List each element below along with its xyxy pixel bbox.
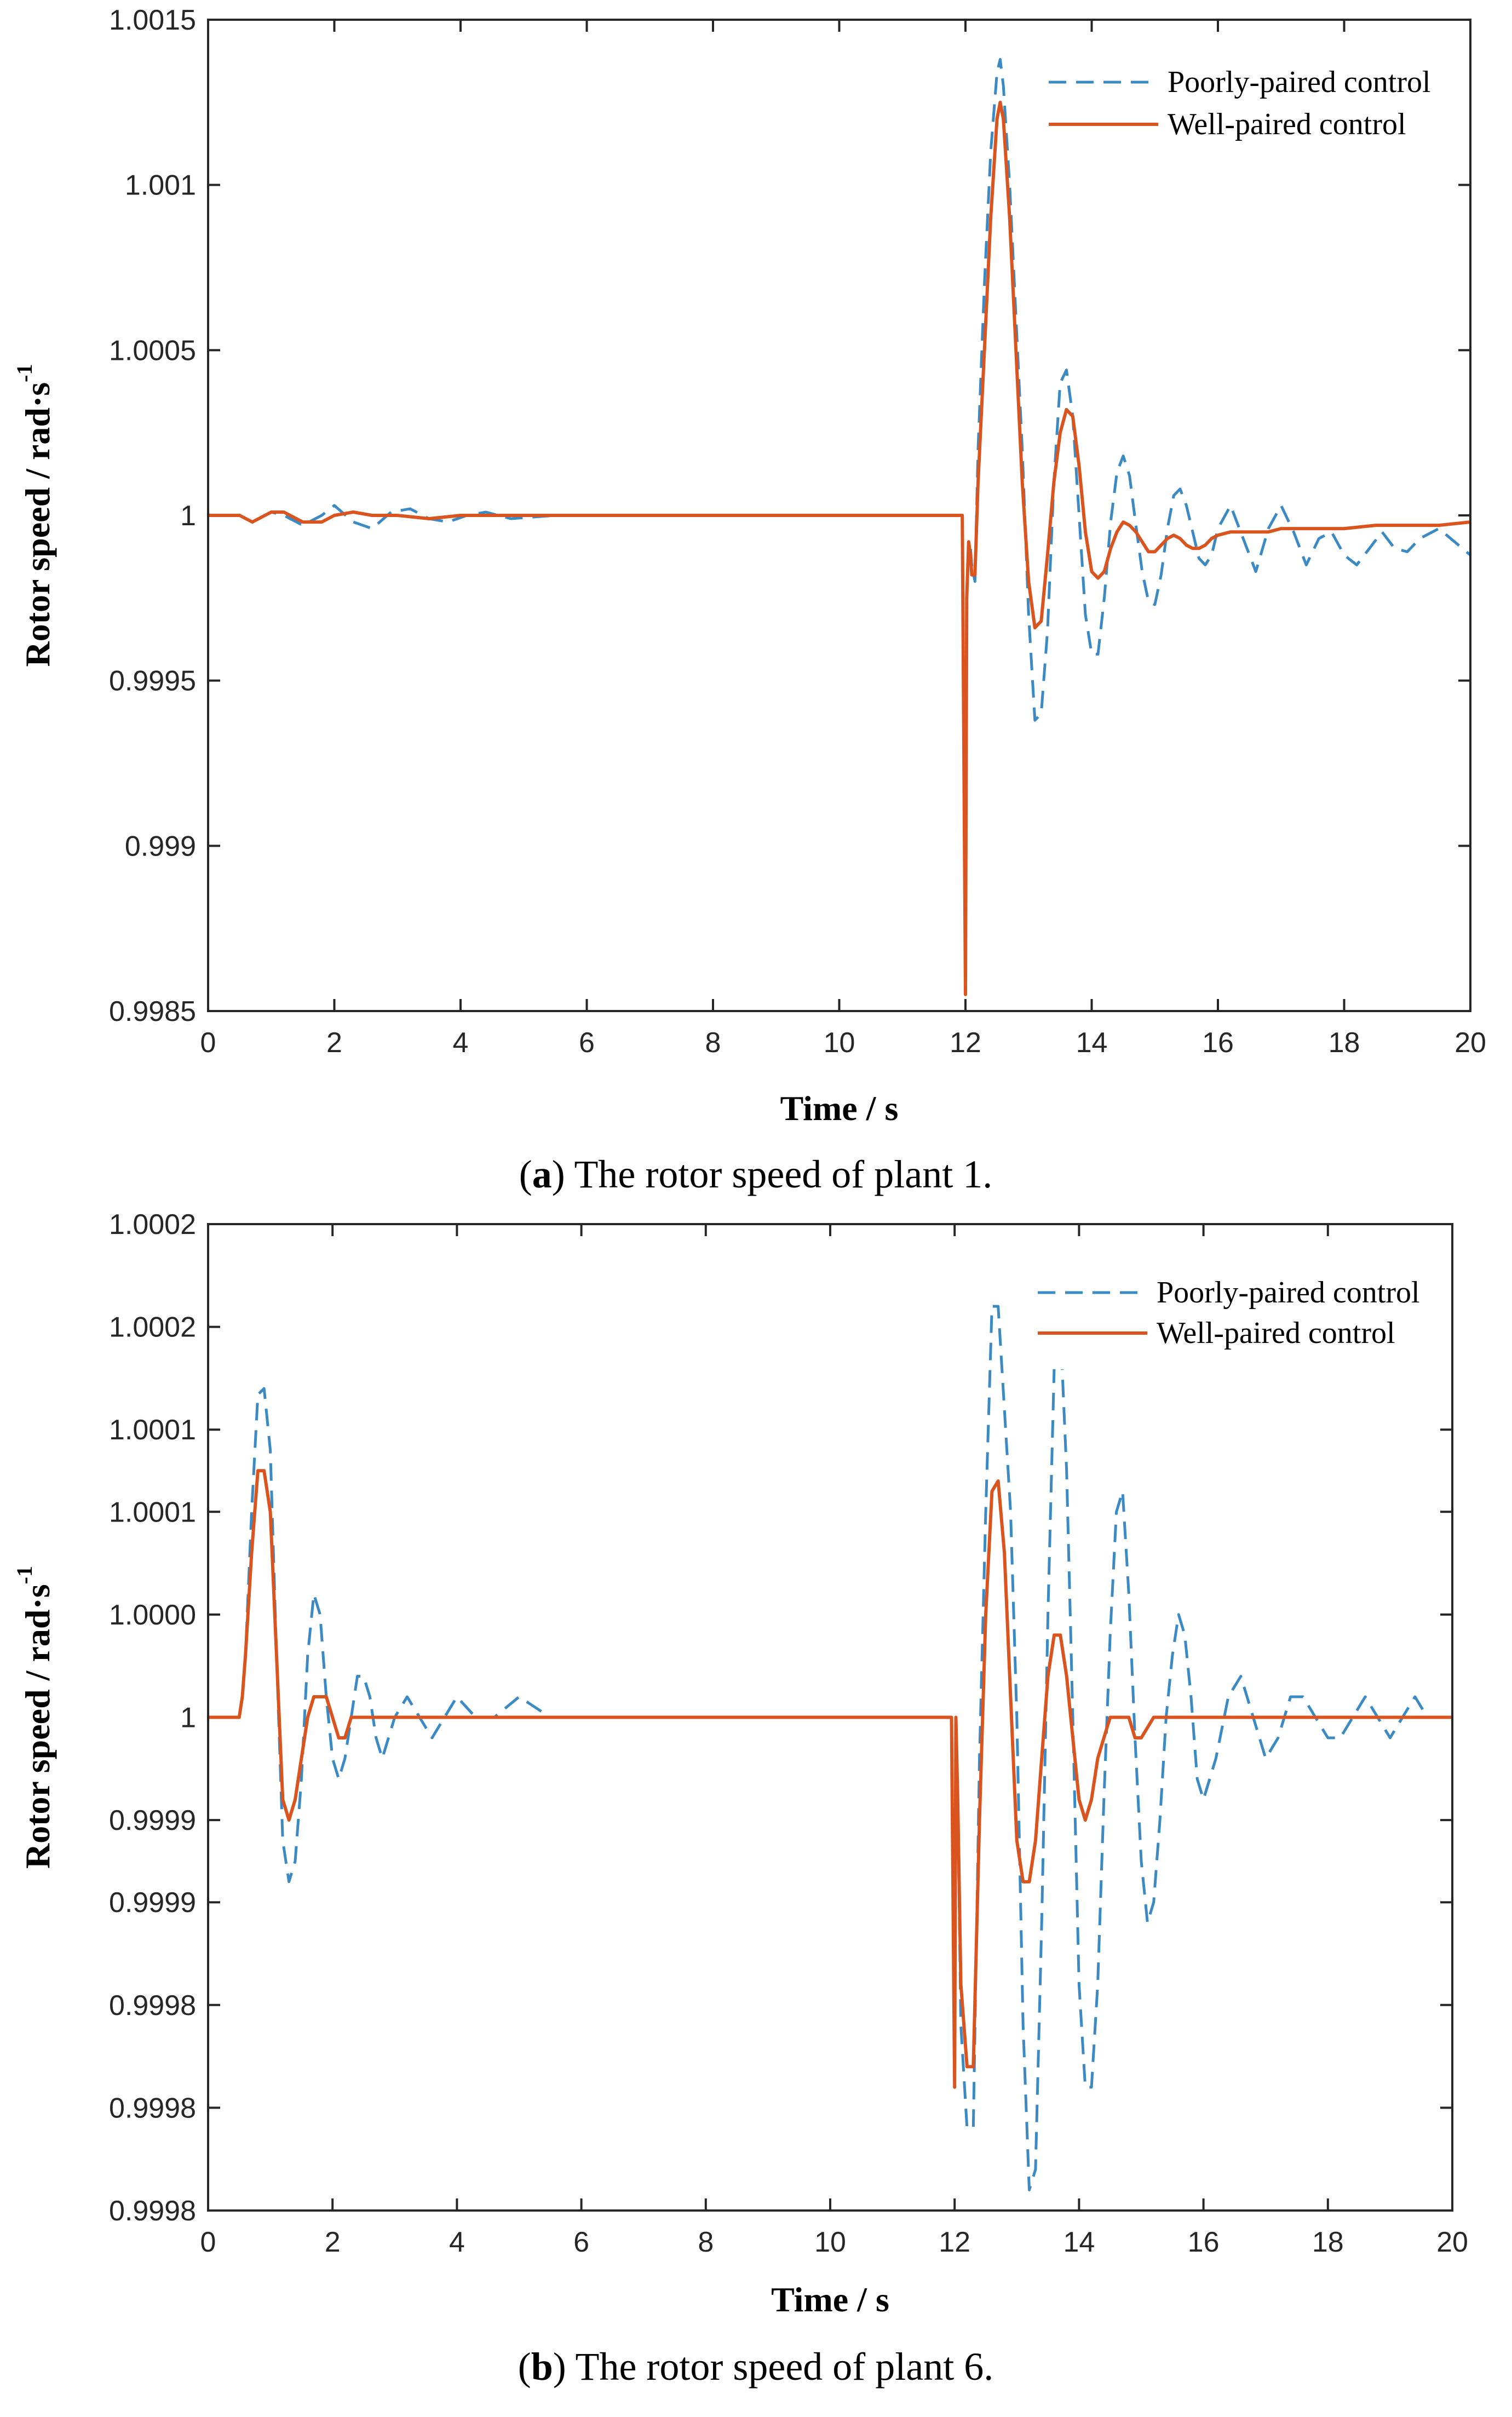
x-axis-label: Time / s (771, 2280, 889, 2319)
x-tick-label: 4 (453, 1027, 469, 1059)
y-tick-label: 1.0002 (109, 1209, 196, 1241)
caption-a-text: The rotor speed of plant 1. (565, 1152, 992, 1196)
x-tick-label: 20 (1436, 2226, 1468, 2258)
x-axis-ticks: 0 2 4 6 8 10 12 14 16 18 20 (200, 20, 1486, 1059)
x-tick-label: 10 (824, 1027, 855, 1059)
caption-a-letter: a (532, 1152, 552, 1196)
x-tick-label: 6 (579, 1027, 595, 1059)
y-tick-label: 1.001 (125, 170, 196, 202)
y-axis-label: Rotor speed / rad·s-1 (12, 1566, 57, 1869)
legend-box (1024, 1260, 1451, 1369)
legend-box (1035, 55, 1468, 164)
y-axis-label-main: Rotor speed / rad·s (18, 1584, 57, 1869)
x-axis-ticks: 0 2 4 6 8 10 12 14 16 18 20 (200, 1224, 1468, 2258)
series-line-well-paired (208, 1469, 1452, 2089)
y-tick-label: 1.0002 (109, 1312, 196, 1344)
y-tick-label: 1.0005 (109, 335, 196, 366)
x-tick-label: 4 (449, 2226, 465, 2258)
y-tick-label: 1 (180, 500, 196, 532)
legend-label-well-paired: Well-paired control (1168, 107, 1406, 141)
x-tick-label: 8 (698, 2226, 714, 2258)
x-tick-label: 6 (573, 2226, 589, 2258)
caption-a: (a) The rotor speed of plant 1. (519, 1152, 992, 1196)
y-tick-label: 0.9998 (109, 2092, 196, 2124)
x-tick-label: 0 (200, 2226, 216, 2258)
axes-frame (207, 19, 1471, 1012)
x-tick-label: 2 (326, 1027, 342, 1059)
y-axis-ticks: 0.9998 0.9998 0.9998 0.9999 0.9999 1 1.0000 1.0… (109, 1209, 1452, 2227)
legend: Poorly-paired control Well-paired contro… (1035, 55, 1468, 164)
y-tick-label: 1.0001 (109, 1496, 196, 1528)
plot-area (208, 58, 1470, 996)
chart-panel-b: 0 2 4 6 8 10 12 14 16 18 20 0.99980.99980.99980.99… (12, 1209, 1468, 2389)
legend-label-poorly-paired: Poorly-paired control (1157, 1276, 1420, 1310)
y-tick-label: 0.9999 (109, 1805, 196, 1836)
y-tick-label: 0.9985 (109, 996, 196, 1027)
x-tick-label: 14 (1076, 1027, 1108, 1059)
x-tick-label: 16 (1188, 2226, 1220, 2258)
x-tick-label: 10 (814, 2226, 846, 2258)
y-tick-label: 1.0015 (109, 4, 196, 36)
y-tick-label: 0.999 (125, 830, 196, 862)
y-tick-label: 0.9998 (109, 1990, 196, 2022)
x-tick-label: 12 (939, 2226, 970, 2258)
x-tick-label: 14 (1063, 2226, 1095, 2258)
axes-frame (207, 1223, 1453, 2212)
caption-b: (b) The rotor speed of plant 6. (518, 2345, 993, 2389)
x-axis-label: Time / s (780, 1089, 899, 1128)
x-tick-label: 8 (705, 1027, 721, 1059)
x-tick-label: 18 (1329, 1027, 1360, 1059)
y-tick-label: 1.0001 (109, 1414, 196, 1446)
legend: Poorly-paired control Well-paired contro… (1024, 1260, 1451, 1369)
y-axis-label-main: Rotor speed / rad·s (18, 382, 57, 667)
y-axis-label-superscript: -1 (12, 1566, 37, 1584)
y-tick-label: 0.9998 (109, 2195, 196, 2227)
series-line-poorly-paired (208, 1305, 1452, 2191)
x-tick-label: 12 (950, 1027, 981, 1059)
y-axis-label: Rotor speed / rad·s-1 (12, 364, 57, 667)
legend-label-poorly-paired: Poorly-paired control (1168, 65, 1431, 99)
x-tick-label: 2 (325, 2226, 341, 2258)
y-axis-label-superscript: -1 (12, 364, 37, 382)
x-tick-label: 20 (1454, 1027, 1486, 1059)
series-line-poorly-paired (208, 58, 1470, 996)
y-tick-label: 0.9995 (109, 665, 196, 697)
caption-b-text: The rotor speed of plant 6. (566, 2345, 993, 2389)
y-tick-label: 1.0000 (109, 1599, 196, 1631)
x-tick-label: 16 (1202, 1027, 1234, 1059)
y-tick-label: 1 (180, 1702, 196, 1734)
plot-area (208, 1305, 1452, 2191)
legend-label-well-paired: Well-paired control (1157, 1316, 1395, 1350)
x-tick-label: 18 (1312, 2226, 1344, 2258)
caption-b-letter: b (531, 2345, 553, 2389)
y-tick-label: 0.9999 (109, 1887, 196, 1919)
series-line-well-paired (208, 100, 1470, 996)
x-tick-label: 0 (200, 1027, 216, 1059)
